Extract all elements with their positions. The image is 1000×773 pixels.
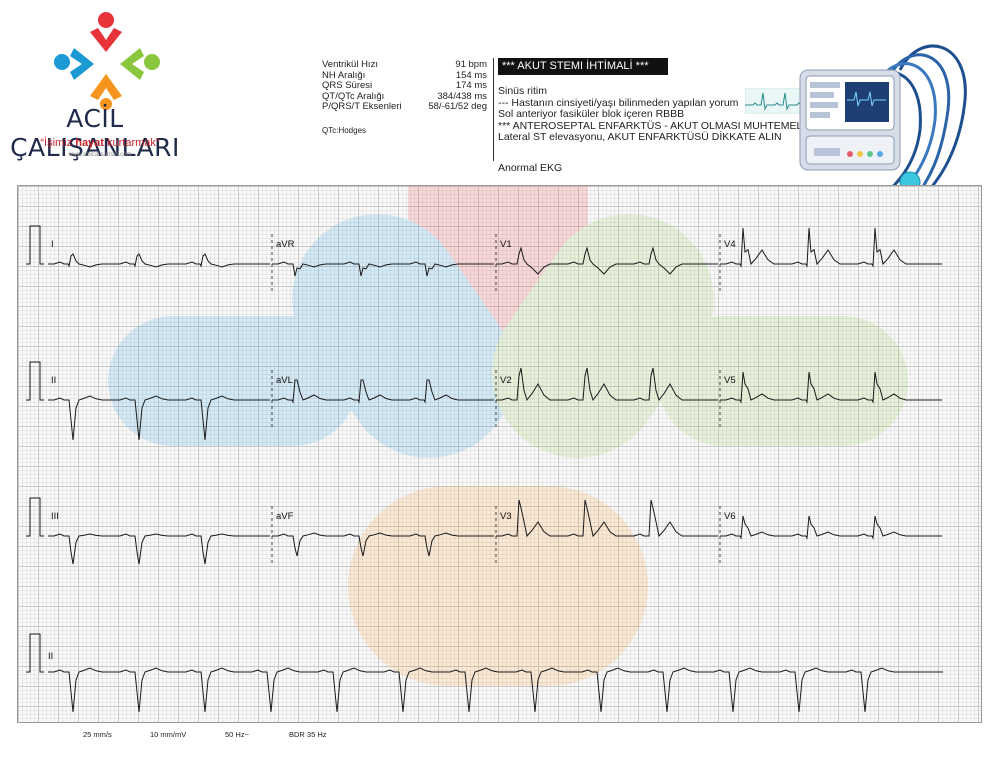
measurement-value: 154 ms	[455, 69, 487, 81]
lead-label-V6: V6	[724, 511, 736, 522]
mains-filter: 50 Hz~	[225, 730, 249, 739]
paper-speed: 25 mm/s	[83, 730, 112, 739]
stemi-alert-badge: *** AKUT STEMI İHTİMALİ ***	[498, 58, 668, 75]
brand-name: ACİL ÇALIŞANLARI	[10, 104, 180, 162]
bandwidth-filter: BDR 35 Hz	[289, 730, 327, 739]
interpretation-line: Sinüs ritim	[498, 85, 548, 97]
lead-label-III: III	[51, 511, 59, 522]
lead-label-aVR: aVR	[276, 239, 295, 250]
measurement-row: Ventrikül Hızı 91 bpm	[322, 59, 487, 71]
measurement-label: NH Aralığı	[322, 69, 366, 81]
ecg-trace	[48, 667, 943, 713]
measurement-label: QT/QTc Aralığı	[322, 90, 385, 102]
ecg-trace	[496, 367, 718, 402]
measurement-value: 91 bpm	[455, 59, 487, 70]
ecg-traces	[26, 225, 943, 713]
measurement-value: 384/438 ms	[437, 90, 487, 102]
measurement-row: QRS Süresi 174 ms	[322, 80, 487, 92]
measurement-label: Ventrikül Hızı	[322, 59, 378, 70]
interpretation-text: Sinüs ritim --- Hastanın cinsiyeti/yaşı …	[498, 85, 803, 144]
lead-label-I: I	[51, 239, 54, 250]
tagline: “İşimiz hayat kurtarmak”	[10, 137, 190, 149]
gain-setting: 10 mm/mV	[150, 730, 187, 739]
calibration-pulse	[26, 633, 44, 673]
website-url: www.acilcalisanlari.com	[68, 152, 132, 158]
header-divider	[493, 58, 494, 161]
interpretation-line: Sol anteriyor fasiküler blok içeren RBBB	[498, 108, 685, 120]
lead-label-II: II	[51, 375, 57, 386]
lead-label-rhythm-II: II	[48, 651, 54, 662]
ecg-trace	[272, 379, 494, 404]
lead-label-V3: V3	[500, 511, 512, 522]
ecg-paper: I aVR V1 V4 II aVL V2 V5 III aVF V3 V6 I…	[17, 185, 982, 723]
lead-label-V4: V4	[724, 239, 736, 250]
abnormal-ecg-label: Anormal EKG	[498, 162, 563, 174]
measurement-row: NH Aralığı 154 ms	[322, 69, 487, 82]
qtc-method: QTc:Hodges	[322, 126, 367, 135]
ecg-trace	[720, 515, 942, 540]
ecg-trace	[48, 533, 270, 565]
ecg-trace	[48, 395, 270, 441]
interpretation-line: Lateral ST elevasyonu, AKUT ENFARKTÜSÜ D…	[498, 131, 782, 143]
lead-label-aVL: aVL	[276, 375, 293, 386]
ecg-trace	[272, 532, 494, 557]
measurement-row: P/QRS/T Eksenleri 58/-61/52 deg	[322, 101, 487, 113]
interpretation-line: *** ANTEROSEPTAL ENFARKTÜS - AKUT OLMASI…	[498, 119, 803, 132]
ecg-trace	[48, 253, 270, 268]
lead-label-V1: V1	[500, 239, 512, 250]
logo-mark-icon	[54, 12, 160, 110]
lead-label-aVF: aVF	[276, 511, 294, 522]
tagline-bold: hayat	[75, 137, 104, 149]
calibration-pulse	[26, 361, 44, 401]
measurement-label: QRS Süresi	[322, 80, 373, 91]
logo	[40, 10, 200, 180]
interpretation-line: --- Hastanın cinsiyeti/yaşı bilinmeden y…	[498, 96, 739, 109]
lead-label-V5: V5	[724, 375, 736, 386]
calibration-pulse	[26, 497, 44, 537]
tagline-end: kurtarmak”	[103, 137, 160, 149]
ecg-trace	[496, 499, 718, 538]
ecg-trace	[272, 261, 494, 277]
measurement-label: P/QRS/T Eksenleri	[322, 101, 402, 112]
measurement-value: 58/-61/52 deg	[428, 101, 487, 112]
ecg-trace	[496, 246, 718, 275]
measurement-row: QT/QTc Aralığı 384/438 ms	[322, 90, 487, 103]
ecg-trace	[720, 227, 942, 268]
calibration-pulse	[26, 225, 44, 265]
tagline-start: “İşimiz	[40, 137, 76, 149]
measurement-value: 174 ms	[455, 80, 487, 91]
lead-label-V2: V2	[500, 375, 512, 386]
ecg-trace	[720, 371, 942, 404]
measurements-table: Ventrikül Hızı 91 bpm NH Aralığı 154 ms QR…	[322, 59, 487, 113]
